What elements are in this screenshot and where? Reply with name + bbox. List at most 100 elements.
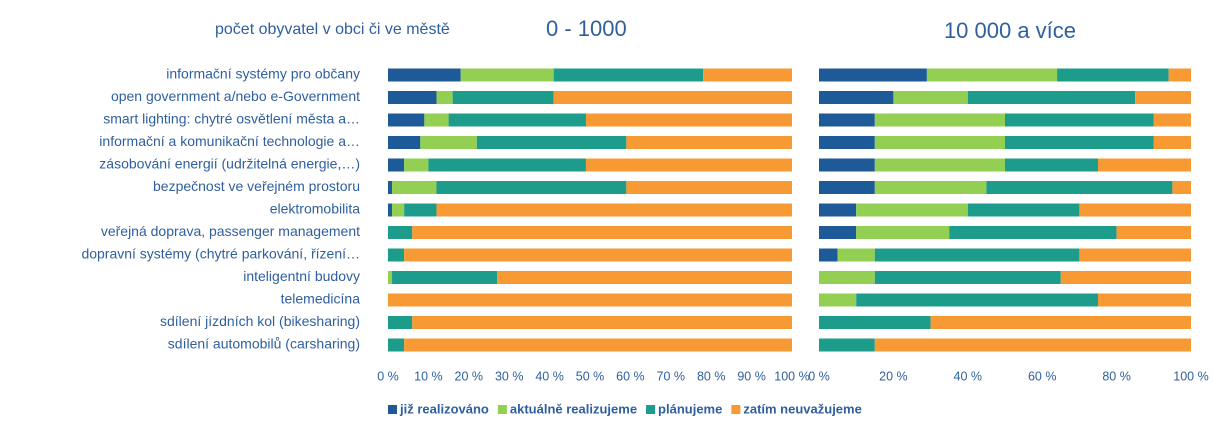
bar-segment — [452, 91, 554, 104]
bar-segment — [819, 338, 875, 352]
bar-segment — [819, 136, 875, 149]
bar-segment — [1135, 91, 1191, 104]
bar-segment — [388, 338, 405, 352]
bar-segment — [388, 271, 393, 284]
x-tick-label: 100 % — [1173, 369, 1208, 383]
x-tick-label: 60 % — [1028, 369, 1057, 383]
category-label: open government a/nebo e-Government — [111, 88, 360, 104]
bar-segment — [436, 181, 627, 194]
bar-segment — [967, 203, 1080, 217]
bar-segment — [553, 91, 792, 104]
legend-swatch — [646, 405, 656, 414]
bar-segment — [1005, 113, 1154, 127]
bar-segment — [1098, 158, 1191, 172]
bar-segment — [1153, 113, 1191, 127]
legend-label: již realizováno — [399, 401, 489, 416]
bar-segment — [553, 68, 704, 82]
bar-segment — [388, 91, 437, 104]
category-label: veřejná doprava, passenger management — [101, 223, 360, 239]
category-label: zásobování energií (udržitelná energie,…… — [99, 156, 360, 172]
category-label: informační a komunikační technologie a… — [99, 133, 360, 149]
bar-segment — [874, 338, 1191, 352]
x-tick-label: 40 % — [954, 369, 983, 383]
bar-segment — [585, 113, 792, 127]
bar-segment — [930, 316, 1191, 329]
bar-segment — [819, 113, 875, 127]
category-label: sdílení automobilů (carsharing) — [168, 336, 360, 352]
bar-segment — [388, 248, 405, 262]
bar-segment — [412, 226, 792, 239]
category-label: telemedicína — [281, 291, 361, 307]
bar-segment — [388, 158, 405, 172]
bar-segment — [856, 226, 950, 239]
bar-segment — [874, 248, 1080, 262]
bar-segment — [1060, 271, 1191, 284]
bar-segment — [428, 158, 586, 172]
category-label: elektromobilita — [270, 201, 360, 217]
bar-segment — [585, 158, 792, 172]
bar-segment — [1079, 203, 1191, 217]
x-tick-label: 80 % — [697, 369, 726, 383]
x-tick-label: 90 % — [737, 369, 766, 383]
chart-subtitle: počet obyvatel v obci či ve městě — [215, 21, 450, 38]
bar-segment — [819, 226, 857, 239]
bar-segment — [388, 68, 461, 82]
bar-segment — [412, 316, 792, 329]
bar-segment — [460, 68, 554, 82]
x-tick-label: 30 % — [495, 369, 524, 383]
bar-segment — [819, 158, 875, 172]
category-label: smart lighting: chytré osvětlení města a… — [103, 111, 360, 127]
bar-segment — [1116, 226, 1191, 239]
bar-segment — [1079, 248, 1191, 262]
legend-label: zatím neuvažujeme — [743, 401, 862, 416]
bar-segment — [476, 136, 627, 149]
x-tick-label: 60 % — [616, 369, 645, 383]
bar-segment — [819, 271, 875, 284]
bar-segment — [703, 68, 792, 82]
bar-segment — [874, 181, 987, 194]
bar-segment — [819, 248, 838, 262]
bar-segment — [388, 316, 413, 329]
bar-segment — [388, 226, 413, 239]
x-tick-label: 0 % — [808, 369, 830, 383]
legend-label: aktuálně realizujeme — [510, 401, 637, 416]
bar-segment — [874, 113, 1005, 127]
bar-segment — [392, 271, 498, 284]
bar-segment — [424, 113, 449, 127]
bar-segment — [404, 203, 437, 217]
bar-segment — [1098, 293, 1191, 307]
bar-segment — [893, 91, 968, 104]
legend-swatch — [731, 405, 741, 414]
legend-label: plánujeme — [658, 401, 722, 416]
bar-segment — [874, 271, 1061, 284]
x-tick-label: 0 % — [377, 369, 399, 383]
bar-segment — [819, 91, 894, 104]
bar-segment — [1153, 136, 1191, 149]
bar-segment — [388, 181, 393, 194]
category-label: bezpečnost ve veřejném prostoru — [153, 178, 360, 194]
bar-segment — [1005, 136, 1154, 149]
bar-segment — [1168, 68, 1191, 82]
bar-segment — [874, 136, 1005, 149]
chart-title: 10 000 a více — [944, 18, 1076, 43]
x-tick-label: 10 % — [414, 369, 443, 383]
bar-segment — [819, 181, 875, 194]
bar-segment — [856, 203, 968, 217]
bar-segment — [436, 203, 792, 217]
bar-segment — [404, 338, 792, 352]
x-tick-label: 80 % — [1102, 369, 1131, 383]
category-label: informační systémy pro občany — [166, 66, 360, 82]
bar-segment — [856, 293, 1098, 307]
x-tick-label: 40 % — [535, 369, 564, 383]
bar-segment — [819, 293, 857, 307]
bar-segment — [819, 68, 927, 82]
bar-segment — [420, 136, 477, 149]
category-label: dopravní systémy (chytré parkování, říze… — [81, 246, 360, 262]
x-tick-label: 20 % — [879, 369, 908, 383]
bar-segment — [626, 181, 792, 194]
bar-segment — [404, 248, 792, 262]
x-tick-label: 50 % — [576, 369, 605, 383]
bar-segment — [497, 271, 792, 284]
category-label: inteligentní budovy — [243, 268, 360, 284]
